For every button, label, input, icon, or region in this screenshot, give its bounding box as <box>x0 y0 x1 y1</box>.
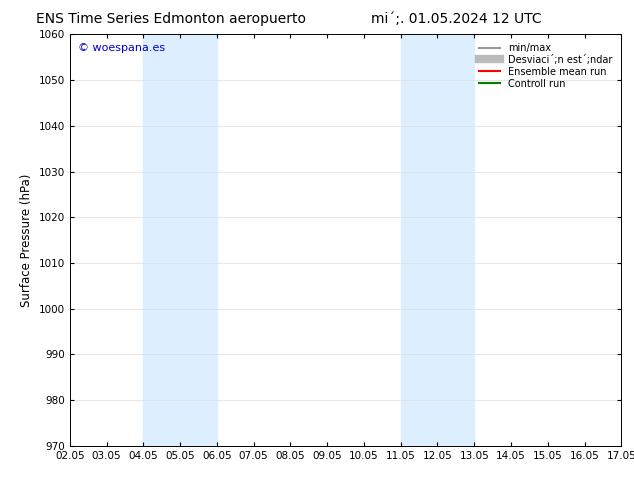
Text: mi´;. 01.05.2024 12 UTC: mi´;. 01.05.2024 12 UTC <box>371 12 542 26</box>
Bar <box>401 34 474 446</box>
Text: © woespana.es: © woespana.es <box>78 43 165 52</box>
Legend: min/max, Desviaci´;n est´;ndar, Ensemble mean run, Controll run: min/max, Desviaci´;n est´;ndar, Ensemble… <box>475 39 616 93</box>
Text: ENS Time Series Edmonton aeropuerto: ENS Time Series Edmonton aeropuerto <box>36 12 306 26</box>
Y-axis label: Surface Pressure (hPa): Surface Pressure (hPa) <box>20 173 33 307</box>
Bar <box>143 34 217 446</box>
